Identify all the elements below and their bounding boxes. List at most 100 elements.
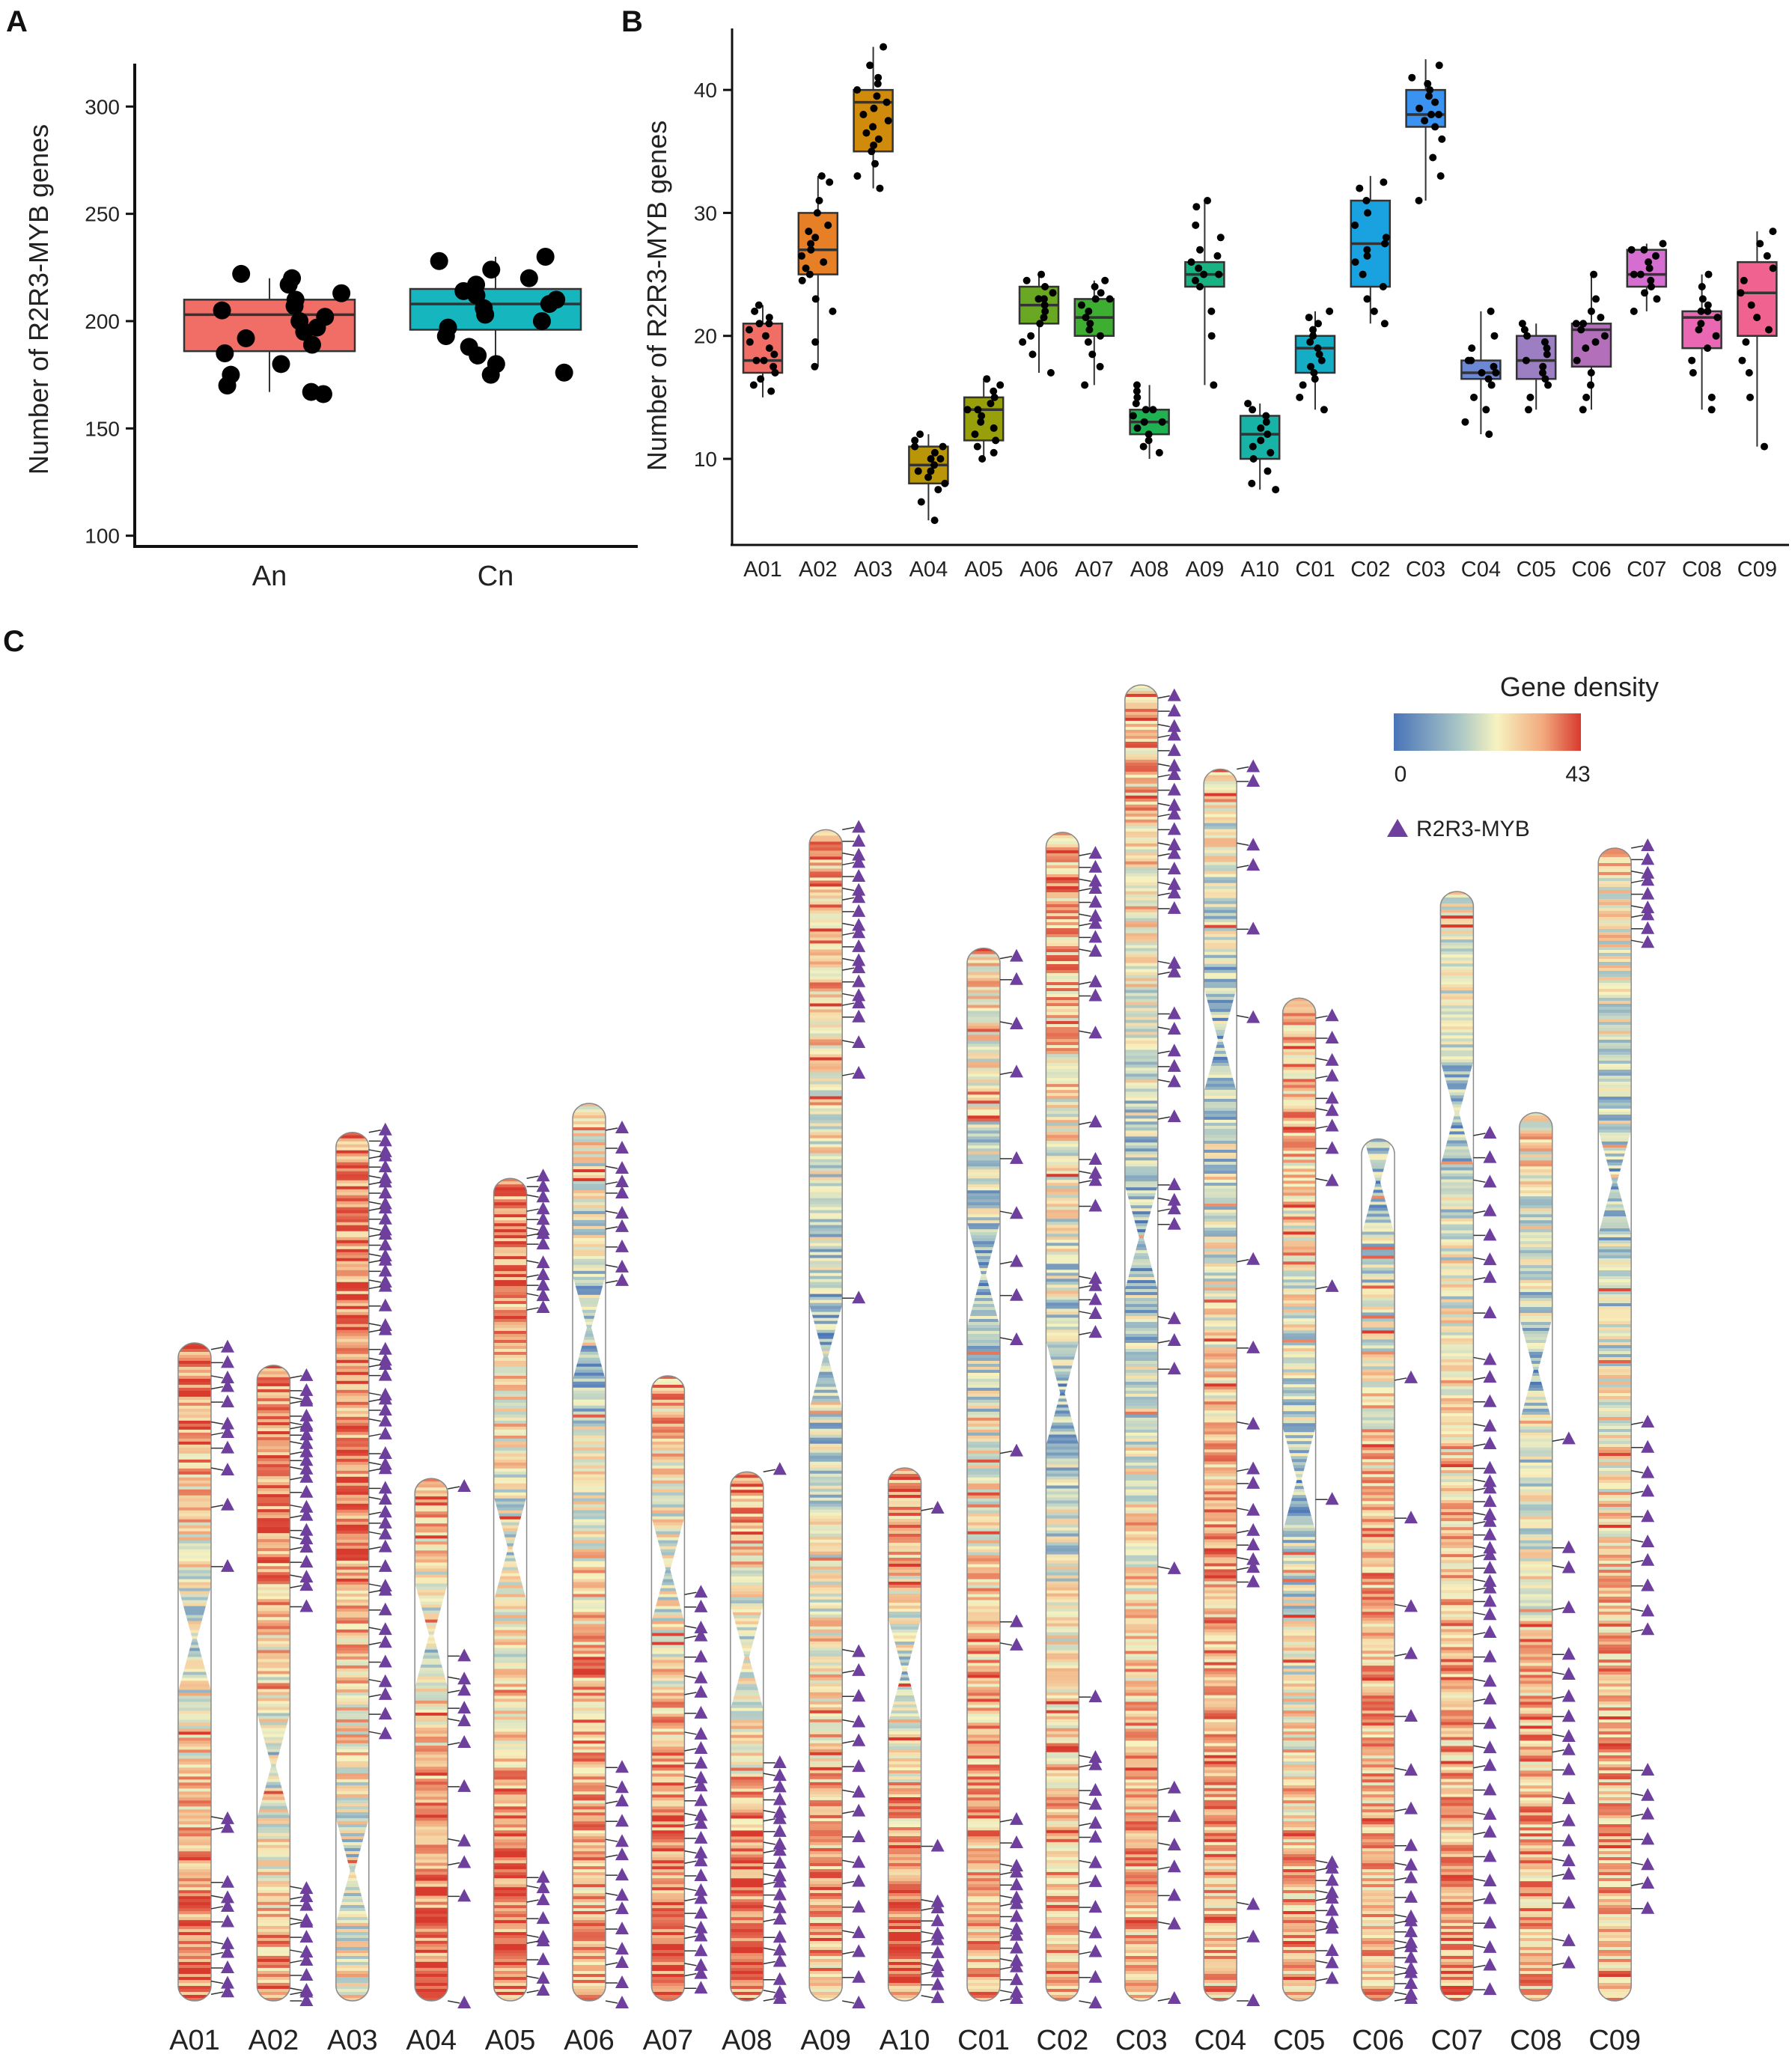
density-band <box>415 1499 448 1503</box>
r2r3-myb-marker-icon <box>1010 1959 1023 1972</box>
density-band <box>1046 1282 1079 1286</box>
density-band <box>493 1292 527 1296</box>
r2r3-myb-marker-icon <box>930 1977 945 1990</box>
density-band <box>1124 1357 1158 1362</box>
density-band <box>178 1698 211 1703</box>
density-band <box>493 1480 527 1484</box>
density-band <box>809 1066 843 1070</box>
density-band <box>967 1369 1000 1374</box>
density-band <box>493 1190 527 1195</box>
density-band <box>809 1464 843 1469</box>
density-band <box>257 1746 290 1750</box>
gene-connector <box>1157 960 1170 964</box>
r2r3-myb-marker-icon <box>772 1768 787 1782</box>
density-band <box>1046 1419 1079 1424</box>
density-band <box>1124 1944 1158 1948</box>
density-band <box>178 1890 211 1894</box>
density-band <box>493 1310 527 1314</box>
density-band <box>1204 1170 1237 1174</box>
gene-connector <box>684 1972 697 1977</box>
r2r3-myb-marker-icon <box>1010 1811 1023 1825</box>
density-band <box>651 1716 685 1721</box>
density-band <box>1046 1120 1079 1124</box>
gene-connector <box>526 1307 539 1311</box>
density-band <box>651 1965 685 1969</box>
density-band <box>257 1904 290 1909</box>
density-band <box>730 1746 764 1751</box>
density-band <box>493 1375 527 1380</box>
density-band <box>335 1788 369 1792</box>
density-band <box>967 1465 1000 1469</box>
density-band <box>335 1228 369 1232</box>
density-band <box>809 1117 843 1121</box>
density-band <box>888 1612 921 1615</box>
gene-connector <box>605 1280 618 1284</box>
density-band <box>573 1513 606 1517</box>
density-band <box>178 1860 211 1865</box>
density-band <box>967 1175 1000 1180</box>
density-band <box>335 1473 369 1478</box>
r2r3-myb-marker-icon <box>1088 1292 1103 1305</box>
r2r3-myb-marker-icon <box>1088 1305 1103 1319</box>
density-band <box>967 1657 1000 1661</box>
density-band <box>257 1421 290 1426</box>
gene-connector <box>210 1895 224 1899</box>
density-band <box>257 1803 290 1807</box>
density-band <box>651 1576 685 1580</box>
density-band <box>809 1503 843 1508</box>
density-band <box>178 1573 211 1577</box>
r2r3-myb-marker-icon <box>772 1991 787 2004</box>
density-band <box>1124 1612 1158 1616</box>
r2r3-myb-marker-icon <box>694 1585 708 1598</box>
density-band <box>651 1797 685 1802</box>
density-band <box>888 1923 921 1927</box>
density-band <box>573 1531 606 1535</box>
density-band <box>415 1814 448 1819</box>
density-band <box>1124 1677 1158 1682</box>
r2r3-myb-marker-icon <box>1088 1198 1103 1212</box>
density-band <box>1046 1716 1079 1720</box>
density-band <box>573 1195 606 1200</box>
density-band <box>1124 1983 1158 1987</box>
r2r3-myb-marker-icon <box>615 1160 629 1174</box>
density-band <box>1124 1408 1158 1413</box>
density-band <box>178 1818 211 1823</box>
panel-b-category-label: C03 <box>1406 558 1445 582</box>
density-band <box>178 1815 211 1820</box>
r2r3-myb-marker-icon <box>1167 846 1181 859</box>
density-band <box>573 1851 606 1855</box>
density-band <box>1124 1836 1158 1841</box>
density-band <box>335 1174 369 1178</box>
density-band <box>257 1841 290 1846</box>
density-band <box>493 1217 527 1221</box>
density-band <box>1046 1719 1079 1723</box>
density-band <box>493 1728 527 1733</box>
gene-connector <box>1079 878 1091 883</box>
density-band <box>257 1761 290 1765</box>
r2r3-myb-marker-icon <box>772 1843 787 1856</box>
density-band <box>1124 1710 1158 1715</box>
density-band <box>730 1493 764 1497</box>
density-band <box>651 1917 685 1921</box>
density-band <box>178 1390 211 1395</box>
density-band <box>809 829 843 834</box>
density-band <box>809 1443 843 1448</box>
density-band <box>1046 1204 1079 1208</box>
density-band <box>415 1724 448 1728</box>
density-band <box>1046 1491 1079 1496</box>
density-band <box>1046 1919 1079 1924</box>
density-band <box>1124 1851 1158 1856</box>
density-band <box>809 1341 843 1346</box>
density-band <box>888 1854 921 1858</box>
density-band <box>1124 1636 1158 1640</box>
panel-b-point <box>1086 320 1094 328</box>
density-band <box>1046 1060 1079 1064</box>
density-band <box>651 1734 685 1739</box>
gene-connector <box>1079 1030 1091 1034</box>
density-band <box>651 1899 685 1903</box>
gene-connector <box>368 1583 381 1587</box>
density-band <box>178 1387 211 1392</box>
density-band <box>1046 903 1079 908</box>
density-band <box>1124 1645 1158 1649</box>
density-band <box>335 1302 369 1307</box>
